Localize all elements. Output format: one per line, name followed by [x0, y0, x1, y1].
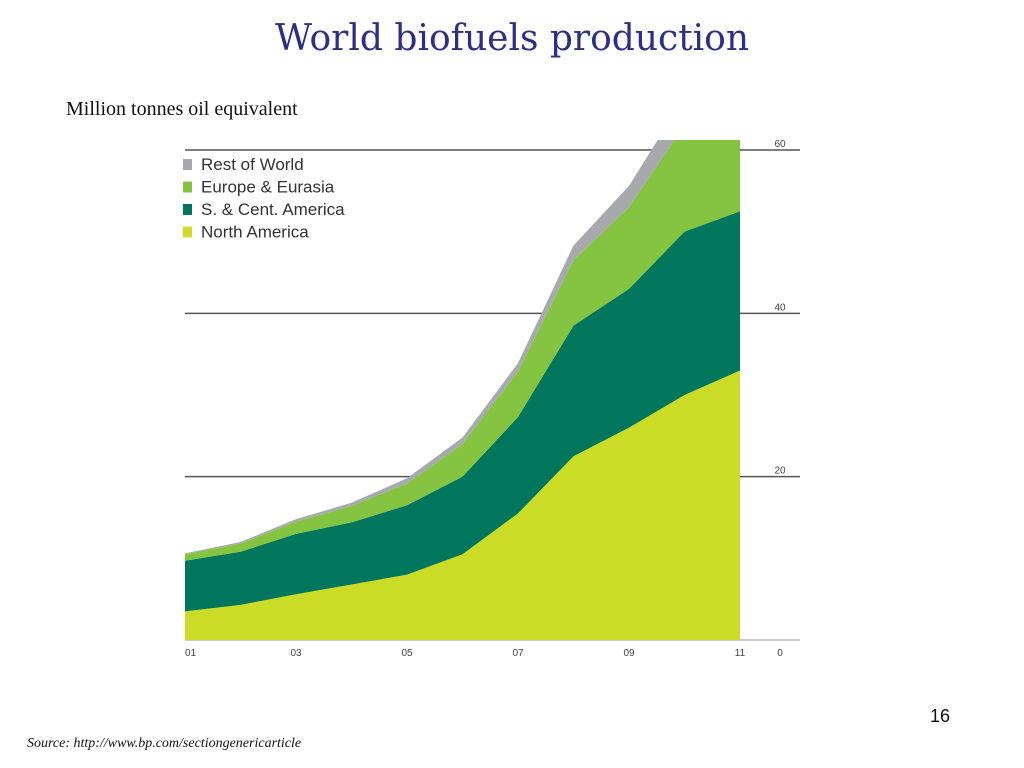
x-tick-label: 01 [185, 648, 197, 659]
legend-label-north-america: North America [201, 223, 309, 242]
legend-label-europe-eurasia: Europe & Eurasia [201, 178, 335, 197]
legend-swatch-north-america [183, 226, 192, 238]
y-tick-label: 40 [774, 302, 786, 313]
area-s-cent-america [185, 211, 740, 612]
area-north-america [185, 370, 740, 640]
legend-label-s-cent-america: S. & Cent. America [201, 200, 345, 219]
legend-swatch-rest-of-world [183, 159, 192, 170]
source-citation: Source: http://www.bp.com/sectiongeneric… [27, 736, 302, 751]
legend-swatch-s-cent-america [183, 204, 192, 215]
y-tick-label: 60 [774, 140, 786, 150]
chart-unit-label: Million tonnes oil equivalent [66, 98, 298, 120]
x-tick-label: 07 [512, 648, 524, 659]
x-tick-label: 03 [290, 648, 302, 659]
slide-title: World biofuels production [274, 18, 750, 59]
x-tick-label: 11 [735, 648, 746, 659]
stacked-area-chart: 01 03 05 07 09 11 0 20 40 60 Rest of World Europe … [183, 140, 800, 659]
x-tick-label: 09 [623, 648, 635, 659]
legend-label-rest-of-world: Rest of World [201, 155, 304, 174]
legend-swatch-europe-eurasia [183, 181, 192, 193]
axis-ticks: 01 03 05 07 09 11 0 20 40 60 [185, 140, 786, 659]
area-europe-eurasia [185, 140, 740, 561]
y-tick-label: 0 [777, 648, 783, 659]
areas [185, 140, 740, 640]
y-tick-label: 20 [774, 466, 786, 477]
legend: Rest of World Europe & Eurasia S. & Cent. … [183, 155, 345, 242]
x-tick-label: 05 [401, 648, 413, 659]
page-number: 16 [930, 706, 951, 726]
